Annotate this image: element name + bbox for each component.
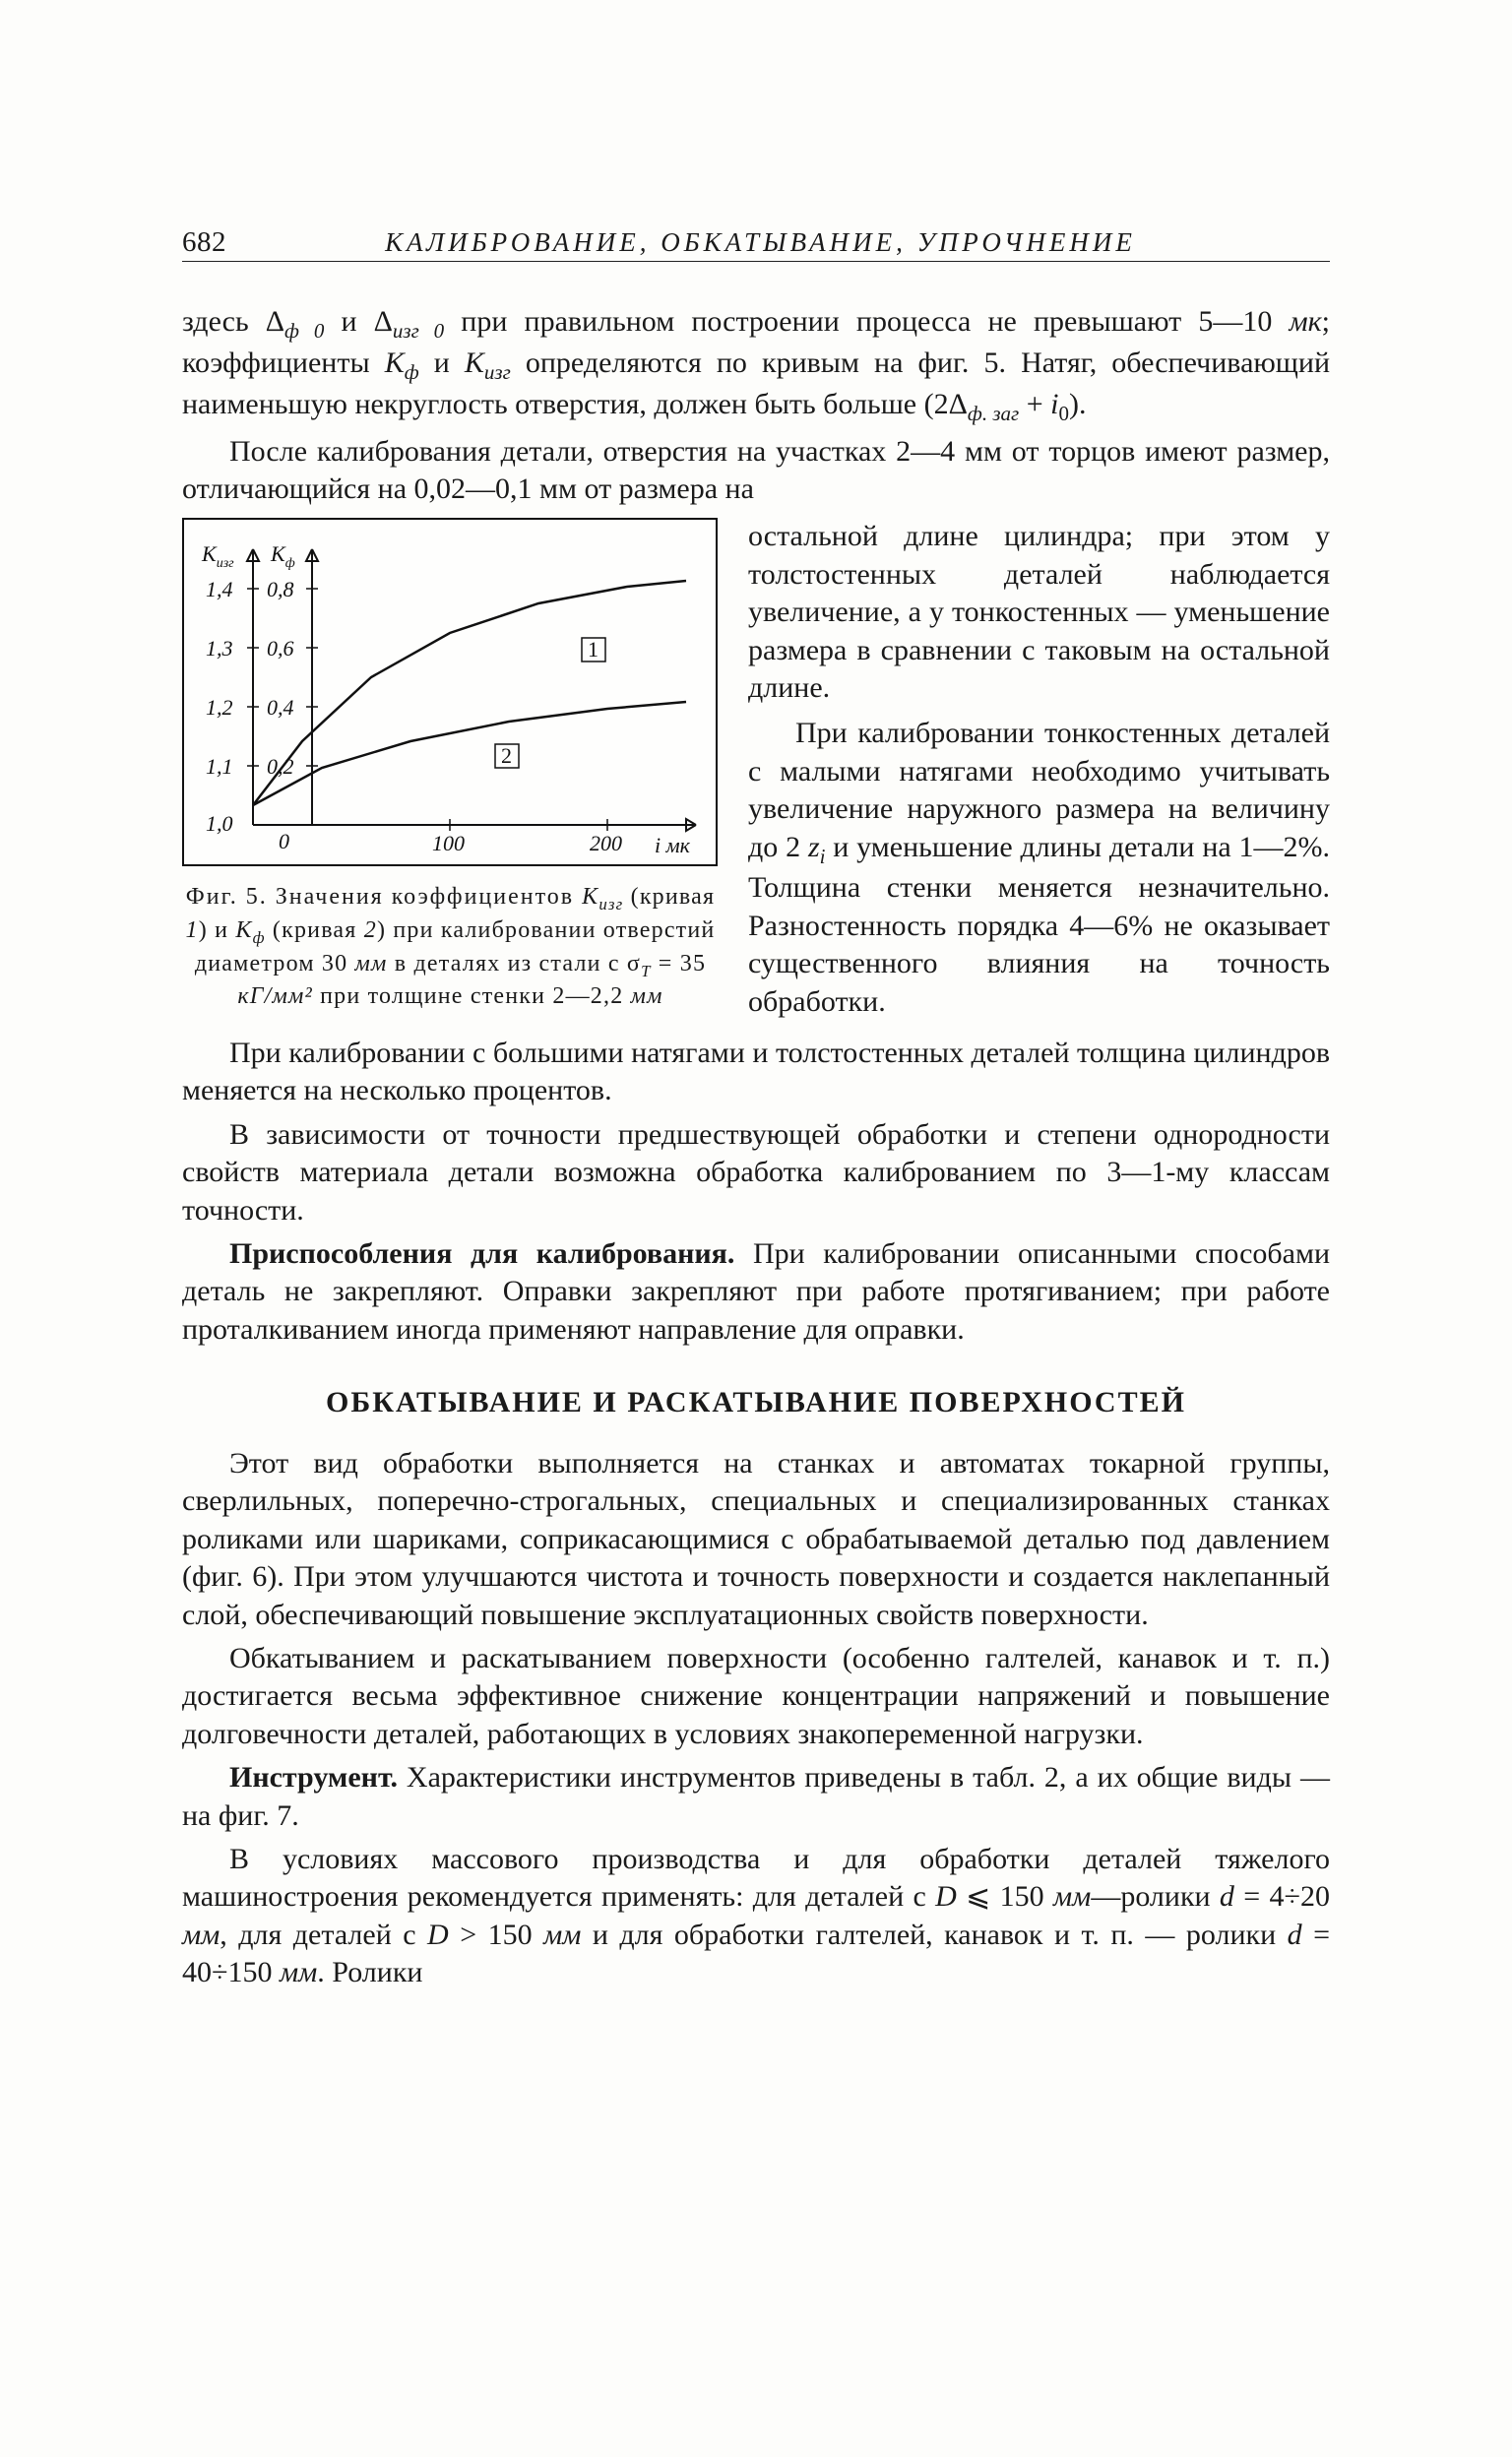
paragraph-5: Приспособления для калибрования. При кал… — [182, 1235, 1330, 1349]
unit: мм — [182, 1919, 220, 1951]
ytick: 1,1 — [206, 754, 233, 779]
paragraph-9: В условиях массового производства и для … — [182, 1841, 1330, 1992]
sym: z — [808, 831, 820, 863]
unit: мм — [1053, 1880, 1091, 1913]
txt: . Ролики — [317, 1956, 422, 1988]
y-left-label: Kизг — [201, 541, 234, 571]
unit: мк — [1289, 305, 1321, 338]
unit: кГ/мм² — [237, 983, 313, 1009]
ytick: 1,0 — [206, 811, 233, 836]
xtick: 100 — [432, 831, 465, 855]
sub: изг — [598, 895, 623, 914]
txt: в деталях из стали с σ — [388, 951, 642, 976]
sym: K — [235, 917, 252, 943]
y-right-label: Kф — [270, 541, 295, 571]
figure-column: 1,4 1,3 1,2 1,1 1,0 0,8 0,6 0,4 0,2 0 10… — [182, 518, 719, 1021]
section-heading: ОБКАТЫВАНИЕ И РАСКАТЫВАНИЕ ПОВЕРХНОСТЕЙ — [182, 1386, 1330, 1419]
txt: (кривая — [266, 917, 364, 943]
txt: и — [419, 346, 465, 379]
sym: K — [582, 884, 598, 910]
figure-5-chart: 1,4 1,3 1,2 1,1 1,0 0,8 0,6 0,4 0,2 0 10… — [182, 518, 718, 866]
sub: ф 0 — [284, 319, 324, 343]
ytick2: 0,8 — [267, 577, 294, 601]
right-para-2: При калибровании тонкостенных деталей с … — [748, 715, 1330, 1021]
curve-1 — [253, 581, 686, 805]
sym: d — [1220, 1880, 1234, 1913]
txt: и для обработки галтелей, канавок и т. п… — [581, 1919, 1287, 1951]
txt: = 4÷20 — [1234, 1880, 1330, 1913]
ytick2: 0,4 — [267, 695, 294, 720]
sub: T — [641, 961, 652, 979]
sym: K — [385, 346, 405, 379]
x-axis-label: i мк — [655, 833, 691, 857]
paragraph-1: здесь Δф 0 и Δизг 0 при правильном постр… — [182, 303, 1330, 427]
xtick: 200 — [590, 831, 622, 855]
paragraph-8: Инструмент. Характеристики инструментов … — [182, 1759, 1330, 1835]
txt: и уменьшение длины детали на 1—2%. Толщи… — [748, 831, 1330, 1018]
txt: ) и — [199, 917, 236, 943]
curve-2 — [253, 702, 686, 805]
txt: + — [1019, 388, 1050, 420]
sym: D — [935, 1880, 957, 1913]
txt: > 150 — [449, 1919, 543, 1951]
right-text-column: остальной длине цилиндра; при этом у тол… — [748, 518, 1330, 1021]
txt: при толщине стенки 2—2,2 — [313, 983, 631, 1009]
paragraph-2: После калибрования детали, отверстия на … — [182, 433, 1330, 509]
sub: ф. заг — [968, 402, 1019, 425]
txt: и Δ — [324, 305, 393, 338]
ytick: 1,2 — [206, 695, 233, 720]
txt: , для деталей с — [220, 1919, 427, 1951]
paragraph-3: При калибровании с большими натягами и т… — [182, 1035, 1330, 1110]
paragraph-7: Обкатыванием и раскатыванием поверхности… — [182, 1640, 1330, 1753]
sub: изг 0 — [393, 319, 444, 343]
ytick: 1,3 — [206, 636, 233, 661]
sym: d — [1288, 1919, 1302, 1951]
page: 682 КАЛИБРОВАНИЕ, ОБКАТЫВАНИЕ, УПРОЧНЕНИ… — [0, 0, 1512, 2457]
curve-1-label: 1 — [588, 637, 598, 662]
paragraph-4: В зависимости от точности предшествующей… — [182, 1116, 1330, 1229]
ytick2: 0,6 — [267, 636, 294, 661]
txt: (кривая — [623, 884, 715, 910]
sym: K — [465, 346, 484, 379]
sub: ф — [253, 928, 266, 947]
unit: мм — [631, 983, 663, 1009]
curve-2-label: 2 — [501, 743, 512, 768]
ytick2: 0 — [279, 829, 289, 853]
running-head: 682 КАЛИБРОВАНИЕ, ОБКАТЫВАНИЕ, УПРОЧНЕНИ… — [182, 226, 1330, 262]
txt: ). — [1069, 388, 1087, 420]
unit: мм — [280, 1956, 317, 1988]
txt: = 35 — [652, 951, 707, 976]
txt: здесь Δ — [182, 305, 284, 338]
txt: —ролики — [1091, 1880, 1220, 1913]
paragraph-6: Этот вид обработки выполняется на станка… — [182, 1445, 1330, 1634]
txt: ⩽ 150 — [957, 1880, 1053, 1913]
unit: мм — [543, 1919, 581, 1951]
run-in-heading: Инструмент. — [229, 1761, 398, 1794]
two-column-region: 1,4 1,3 1,2 1,1 1,0 0,8 0,6 0,4 0,2 0 10… — [182, 518, 1330, 1021]
running-title: КАЛИБРОВАНИЕ, ОБКАТЫВАНИЕ, УПРОЧНЕНИЕ — [385, 227, 1136, 258]
ytick: 1,4 — [206, 577, 233, 601]
sub: изг — [484, 360, 511, 384]
sub: ф — [405, 360, 419, 384]
figure-5-caption: Фиг. 5. Значения коэффициентов Kизг (кри… — [182, 882, 719, 1012]
unit: мм — [355, 951, 388, 976]
sym: D — [427, 1919, 449, 1951]
num: 2 — [364, 917, 377, 943]
right-para-1: остальной длине цилиндра; при этом у тол… — [748, 518, 1330, 707]
page-number: 682 — [182, 226, 226, 259]
sub: 0 — [1058, 402, 1069, 425]
run-in-heading: Приспособления для калибрования. — [229, 1237, 734, 1270]
txt: Фиг. 5. Значения коэффициентов — [186, 884, 582, 910]
num: 1 — [186, 917, 199, 943]
txt: при правильном построении процесса не пр… — [444, 305, 1289, 338]
